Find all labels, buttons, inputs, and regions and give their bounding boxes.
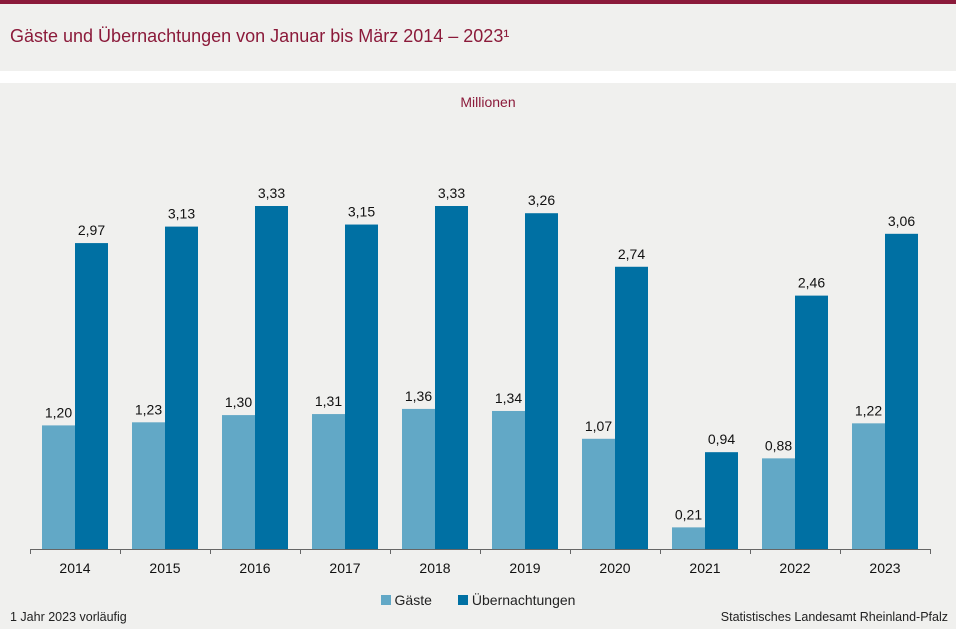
bar-uebernachtungen-2023 bbox=[885, 233, 918, 550]
legend: Gäste Übernachtungen bbox=[0, 592, 956, 608]
bar-gaeste-2020 bbox=[582, 438, 615, 549]
x-tick-label-2021: 2021 bbox=[689, 560, 720, 576]
top-rule bbox=[0, 0, 956, 4]
x-tick-label-2020: 2020 bbox=[599, 560, 630, 576]
data-label-gaeste-2018: 1,36 bbox=[405, 388, 432, 404]
data-label-gaeste-2017: 1,31 bbox=[315, 393, 342, 409]
data-label-uebernachtungen-2021: 0,94 bbox=[708, 431, 735, 447]
chart-title: Gäste und Übernachtungen von Januar bis … bbox=[10, 26, 510, 46]
separator bbox=[0, 71, 956, 83]
data-label-uebernachtungen-2019: 3,26 bbox=[528, 192, 555, 208]
bar-gaeste-2018 bbox=[402, 408, 435, 549]
bar-uebernachtungen-2018 bbox=[435, 206, 468, 549]
legend-item-gaeste: Gäste bbox=[380, 592, 432, 608]
bar-gaeste-2015 bbox=[132, 422, 165, 549]
bar-uebernachtungen-2015 bbox=[165, 226, 198, 550]
x-tick-label-2018: 2018 bbox=[419, 560, 450, 576]
data-label-gaeste-2023: 1,22 bbox=[855, 402, 882, 418]
legend-label-gaeste: Gäste bbox=[394, 592, 432, 608]
bar-gaeste-2022 bbox=[762, 458, 795, 549]
title-band bbox=[0, 4, 956, 71]
x-tick-label-2015: 2015 bbox=[149, 560, 180, 576]
bar-uebernachtungen-2014 bbox=[75, 243, 108, 549]
data-label-gaeste-2016: 1,30 bbox=[225, 394, 252, 410]
data-label-uebernachtungen-2014: 2,97 bbox=[78, 222, 105, 238]
data-label-uebernachtungen-2020: 2,74 bbox=[618, 246, 645, 262]
x-tick-label-2017: 2017 bbox=[329, 560, 360, 576]
bar-gaeste-2016 bbox=[222, 415, 255, 549]
x-tick-label-2019: 2019 bbox=[509, 560, 540, 576]
bar-gaeste-2014 bbox=[42, 425, 75, 549]
legend-swatch-uebernachtungen bbox=[457, 595, 468, 605]
footnote: 1 Jahr 2023 vorläufig bbox=[10, 610, 127, 624]
x-tick-label-2014: 2014 bbox=[59, 560, 90, 576]
data-label-uebernachtungen-2023: 3,06 bbox=[888, 213, 915, 229]
x-tick-label-2022: 2022 bbox=[779, 560, 810, 576]
bar-uebernachtungen-2020 bbox=[615, 266, 648, 549]
bar-uebernachtungen-2022 bbox=[795, 295, 828, 549]
data-label-gaeste-2019: 1,34 bbox=[495, 390, 522, 406]
data-label-gaeste-2015: 1,23 bbox=[135, 401, 162, 417]
bar-gaeste-2019 bbox=[492, 410, 525, 549]
bar-gaeste-2023 bbox=[852, 423, 885, 549]
bar-uebernachtungen-2021 bbox=[705, 452, 738, 549]
bar-gaeste-2021 bbox=[672, 527, 705, 549]
source-note: Statistisches Landesamt Rheinland-Pfalz bbox=[720, 610, 948, 624]
data-label-gaeste-2020: 1,07 bbox=[585, 418, 612, 434]
data-label-gaeste-2021: 0,21 bbox=[675, 506, 702, 522]
x-tick-label-2016: 2016 bbox=[239, 560, 270, 576]
data-label-uebernachtungen-2015: 3,13 bbox=[168, 206, 195, 222]
unit-label: Millionen bbox=[460, 94, 516, 110]
legend-label-uebernachtungen: Übernachtungen bbox=[471, 592, 576, 608]
data-label-uebernachtungen-2017: 3,15 bbox=[348, 204, 375, 220]
bar-gaeste-2017 bbox=[312, 414, 345, 549]
data-label-gaeste-2014: 1,20 bbox=[45, 404, 72, 420]
data-label-uebernachtungen-2016: 3,33 bbox=[258, 185, 285, 201]
legend-item-uebernachtungen: Übernachtungen bbox=[457, 592, 576, 608]
bar-uebernachtungen-2016 bbox=[255, 206, 288, 549]
data-label-gaeste-2022: 0,88 bbox=[765, 437, 792, 453]
bar-uebernachtungen-2017 bbox=[345, 224, 378, 550]
x-tick-label-2023: 2023 bbox=[869, 560, 900, 576]
bar-uebernachtungen-2019 bbox=[525, 213, 558, 549]
legend-swatch-gaeste bbox=[380, 595, 391, 605]
data-label-uebernachtungen-2018: 3,33 bbox=[438, 185, 465, 201]
data-label-uebernachtungen-2022: 2,46 bbox=[798, 275, 825, 291]
